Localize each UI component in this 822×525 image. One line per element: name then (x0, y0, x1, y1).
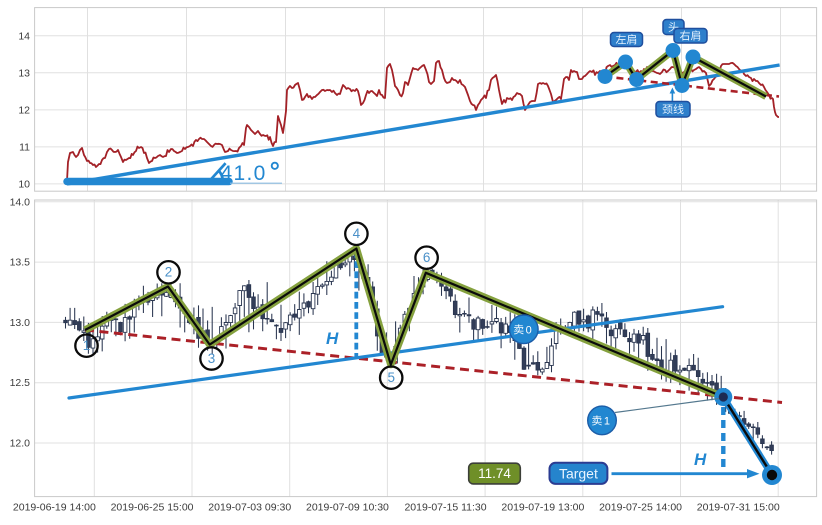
svg-text:4: 4 (353, 226, 361, 241)
svg-text:6: 6 (423, 250, 431, 265)
svg-text:2: 2 (165, 265, 173, 280)
svg-text:14.0: 14.0 (10, 196, 31, 208)
svg-text:11.74: 11.74 (478, 466, 511, 481)
svg-text:Target: Target (559, 465, 598, 481)
svg-text:3: 3 (208, 351, 216, 366)
svg-text:0: 0 (526, 325, 532, 337)
svg-text:2019-07-25 14:00: 2019-07-25 14:00 (599, 502, 682, 514)
svg-text:13: 13 (18, 67, 30, 79)
svg-text:1: 1 (83, 338, 91, 353)
svg-text:2019-06-25 15:00: 2019-06-25 15:00 (111, 502, 194, 514)
svg-text:12: 12 (18, 104, 30, 116)
svg-text:11: 11 (19, 141, 30, 153)
svg-text:14: 14 (18, 30, 30, 42)
svg-text:41.0: 41.0 (221, 162, 267, 185)
svg-text:13.0: 13.0 (10, 317, 31, 329)
svg-text:2019-07-31 15:00: 2019-07-31 15:00 (697, 502, 780, 514)
svg-text:H: H (326, 329, 339, 348)
svg-text:12.0: 12.0 (10, 438, 31, 450)
svg-text:H: H (694, 450, 707, 469)
svg-text:13.5: 13.5 (10, 257, 31, 269)
svg-text:2019-07-09 10:30: 2019-07-09 10:30 (306, 502, 389, 514)
svg-text:2019-07-15 11:30: 2019-07-15 11:30 (404, 502, 486, 514)
svg-text:10: 10 (18, 178, 30, 190)
svg-text:12.5: 12.5 (10, 377, 31, 389)
svg-text:2019-07-03 09:30: 2019-07-03 09:30 (208, 502, 291, 514)
svg-text:5: 5 (387, 370, 395, 385)
svg-text:1: 1 (604, 416, 610, 428)
svg-text:2019-07-19 13:00: 2019-07-19 13:00 (501, 502, 584, 514)
svg-text:2019-06-19 14:00: 2019-06-19 14:00 (13, 502, 96, 514)
